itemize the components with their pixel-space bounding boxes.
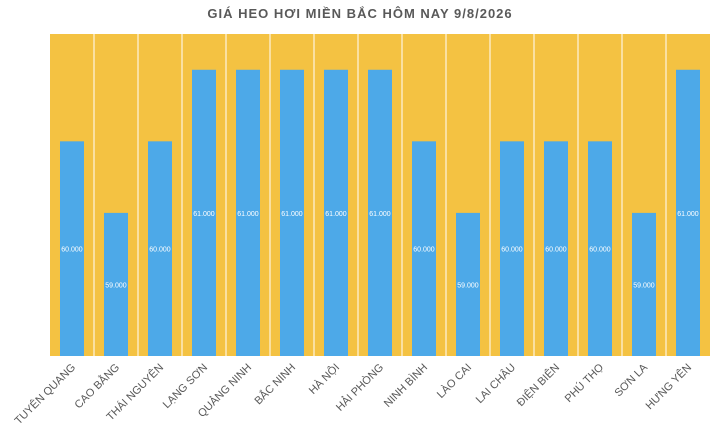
bar [60, 141, 84, 356]
data-label: 61.000 [369, 211, 391, 218]
x-tick-label: LÀO CAI [434, 361, 474, 401]
x-tick-label: SƠN LA [612, 361, 650, 399]
data-label: 61.000 [325, 211, 347, 218]
data-label: 60.000 [589, 247, 611, 254]
data-label: 60.000 [413, 247, 435, 254]
data-label: 59.000 [457, 282, 479, 289]
bars [60, 69, 700, 357]
column-dividers [93, 34, 667, 356]
bar [500, 141, 524, 356]
data-label: 60.000 [501, 247, 523, 254]
bar [236, 69, 260, 357]
x-tick-label: HƯNG YÊN [643, 361, 694, 412]
bar [412, 141, 436, 356]
bar [544, 141, 568, 356]
x-tick-label: ĐIỆN BIÊN [514, 361, 562, 409]
data-label: 61.000 [237, 211, 259, 218]
bar [456, 212, 480, 356]
bar [324, 69, 348, 357]
data-label: 60.000 [61, 247, 83, 254]
bar [588, 141, 612, 356]
bar [676, 69, 700, 357]
bar [192, 69, 216, 357]
bar [632, 212, 656, 356]
data-label: 61.000 [677, 211, 699, 218]
x-tick-label: BẮC NINH [252, 361, 298, 407]
data-label: 59.000 [633, 282, 655, 289]
x-tick-label: TUYÊN QUANG [12, 361, 78, 427]
data-labels: 60.000 59.000 60.000 61.000 61.000 61.000 61.0… [61, 211, 699, 290]
data-label: 61.000 [281, 211, 303, 218]
data-label: 59.000 [105, 282, 127, 289]
x-tick-label: LAI CHÂU [473, 361, 518, 406]
bar [148, 141, 172, 356]
data-label: 61.000 [193, 211, 215, 218]
bar [104, 212, 128, 356]
x-tick-label: PHÚ THỌ [562, 361, 606, 405]
bar [280, 69, 304, 357]
x-tick-label: HÀ NỘI [306, 361, 342, 397]
x-tick-label: HẢI PHÒNG [333, 361, 386, 414]
data-label: 60.000 [149, 247, 171, 254]
x-tick-label: NINH BÌNH [381, 361, 430, 410]
chart-title: GIÁ HEO HƠI MIỀN BẮC HÔM NAY 9/8/2026 [207, 6, 513, 21]
bar [368, 69, 392, 357]
data-label: 60.000 [545, 247, 567, 254]
